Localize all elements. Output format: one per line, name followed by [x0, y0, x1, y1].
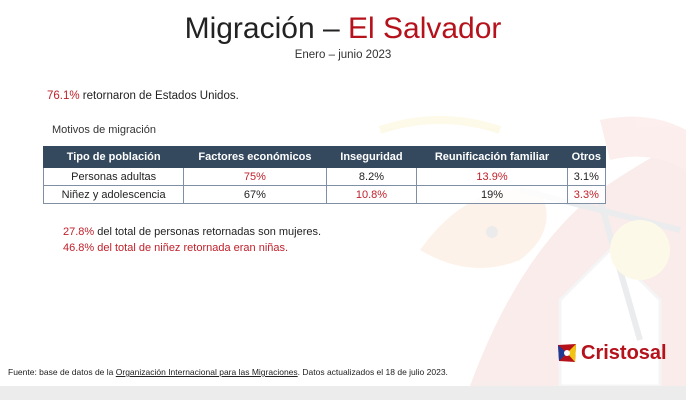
- source-note: Fuente: base de datos de la Organización…: [8, 367, 448, 377]
- bottom-bar: [0, 386, 686, 400]
- source-suffix: . Datos actualizados el 18 de julio 2023…: [297, 367, 448, 377]
- source-link[interactable]: Organización Internacional para las Migr…: [115, 367, 298, 377]
- table-header-row: Tipo de población Factores económicos In…: [42, 146, 607, 168]
- table-cell: 8.2%: [325, 167, 418, 186]
- column-header: Otros: [566, 146, 607, 168]
- column-header: Reunificación familiar: [416, 146, 568, 168]
- footnote-text: del total de personas retornadas son muj…: [94, 226, 322, 238]
- table-cell: 3.1%: [566, 167, 607, 186]
- logo-text: Cristosal: [581, 341, 667, 364]
- column-header: Factores económicos: [183, 146, 327, 168]
- table-cell: 13.9%: [416, 167, 568, 186]
- section-label: Motivos de migración: [52, 124, 156, 136]
- column-header: Inseguridad: [325, 146, 418, 168]
- footnotes: 27.8% del total de personas retornadas s…: [63, 224, 321, 256]
- table-cell: 10.8%: [325, 185, 418, 204]
- table-cell: 75%: [183, 167, 327, 186]
- title-accent: El Salvador: [348, 12, 502, 45]
- title-main: Migración –: [184, 12, 340, 45]
- footnote-text: del total de niñez retornada eran niñas.: [94, 242, 289, 254]
- return-stat: 76.1% retornaron de Estados Unidos.: [47, 90, 239, 102]
- footnote-value: 27.8%: [63, 226, 95, 238]
- return-stat-value: 76.1%: [47, 90, 80, 102]
- return-stat-text: retornaron de Estados Unidos.: [79, 90, 239, 102]
- table-row: Niñez y adolescencia 67% 10.8% 19% 3.3%: [42, 185, 607, 204]
- cristosal-flag-icon: [558, 344, 576, 362]
- table-cell: Niñez y adolescencia: [42, 185, 185, 204]
- footnote-women: 27.8% del total de personas retornadas s…: [63, 224, 321, 240]
- table-cell: 19%: [416, 185, 568, 204]
- footnote-girls: 46.8% del total de niñez retornada eran …: [63, 240, 321, 256]
- page-subtitle: Enero – junio 2023: [294, 49, 392, 61]
- slide: Migración – El Salvador Enero – junio 20…: [0, 0, 686, 386]
- footnote-value: 46.8%: [63, 242, 95, 254]
- table-cell: 3.3%: [566, 185, 607, 204]
- table-cell: 67%: [183, 185, 327, 204]
- cristosal-logo: Cristosal: [555, 341, 667, 365]
- column-header: Tipo de población: [42, 146, 185, 168]
- migration-table: Tipo de población Factores económicos In…: [42, 146, 607, 204]
- page-title: Migración – El Salvador: [0, 12, 686, 46]
- source-prefix: Fuente: base de datos de la: [8, 367, 116, 377]
- table-cell: Personas adultas: [42, 167, 185, 186]
- table-row: Personas adultas 75% 8.2% 13.9% 3.1%: [42, 167, 607, 186]
